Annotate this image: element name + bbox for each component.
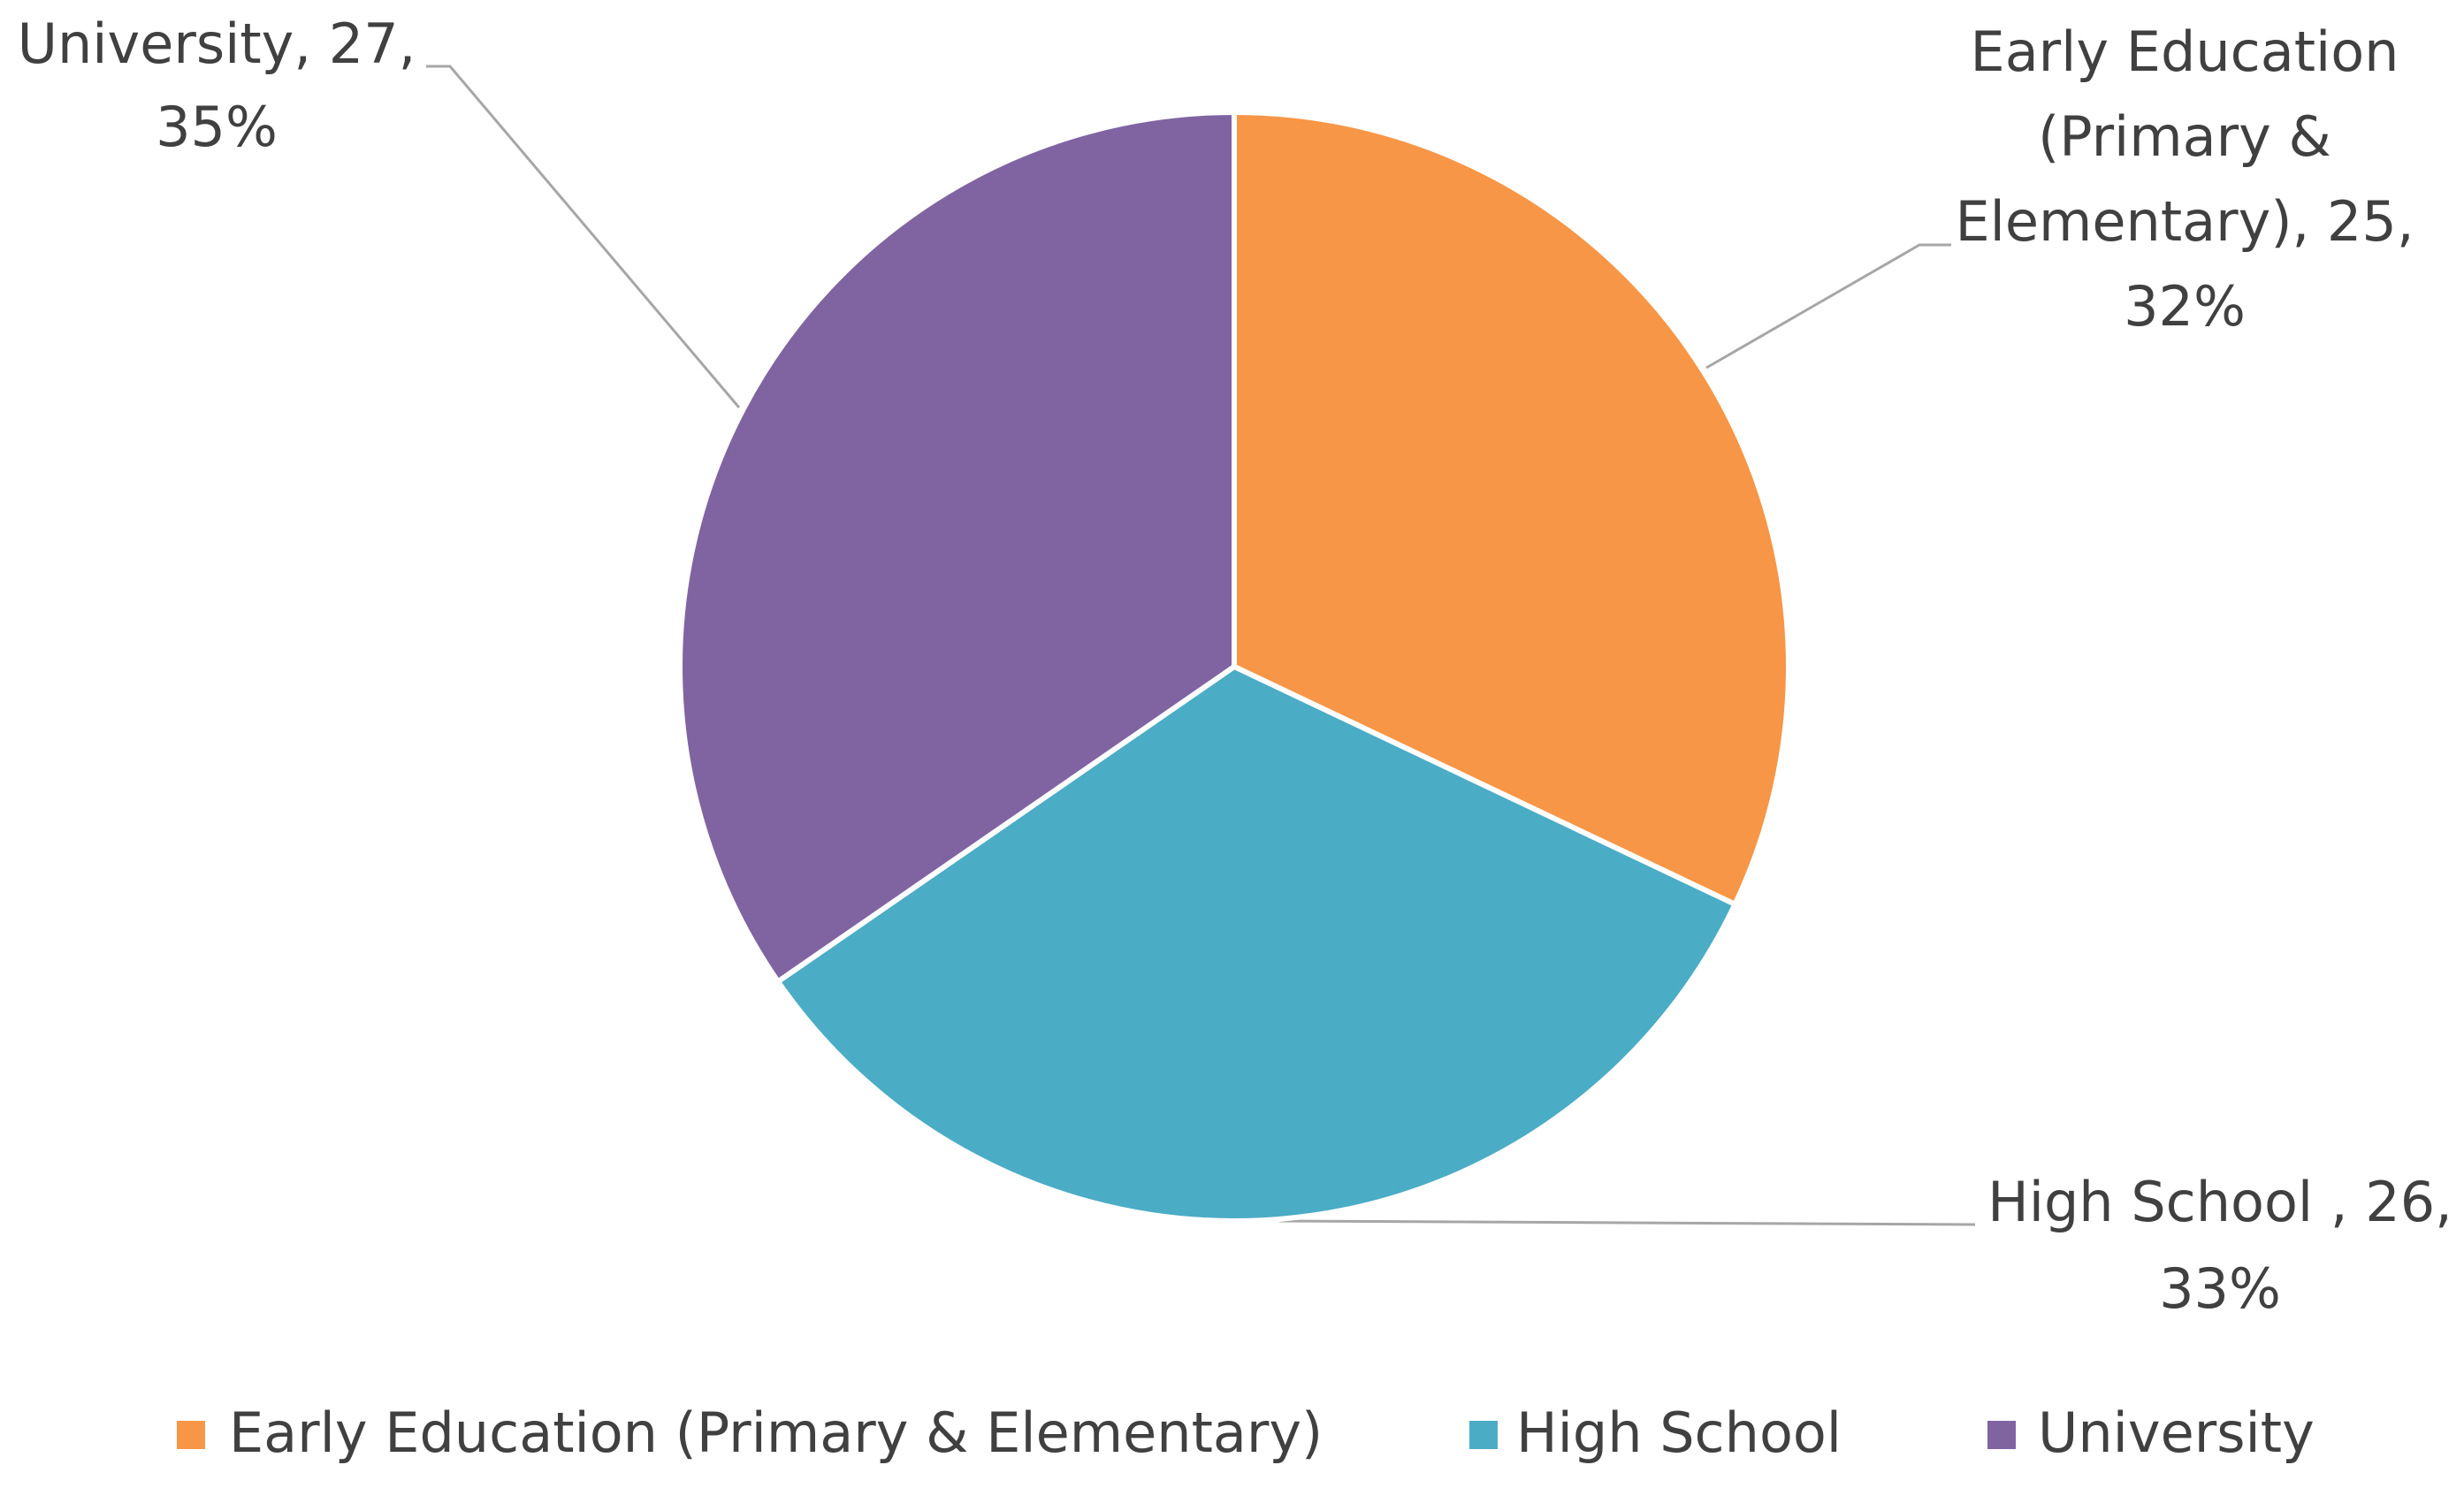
data-label: High School , 26, [1987,1170,2453,1234]
legend-label: Early Education (Primary & Elementary) [229,1400,1323,1465]
pie-slice [1232,109,1791,908]
legend-swatch [177,1421,205,1449]
leader-line [1278,1219,1976,1226]
leader-line [1705,243,1951,370]
leader-line [426,65,741,408]
data-label: 35% [156,95,278,159]
data-label: Early Education [1971,19,2399,84]
data-label: University, 27, [18,11,416,76]
data-label: 32% [2124,274,2246,339]
pie-slice [677,109,1237,986]
data-label: Elementary), 25, [1955,189,2414,254]
legend-label: High School [1516,1400,1842,1465]
legend-swatch [1987,1421,2016,1449]
data-label: 33% [2159,1256,2281,1321]
legend-label: University [2038,1400,2315,1465]
legend-swatch [1469,1421,1498,1449]
pie-slice [774,663,1739,1224]
data-label: (Primary & [2038,104,2331,169]
